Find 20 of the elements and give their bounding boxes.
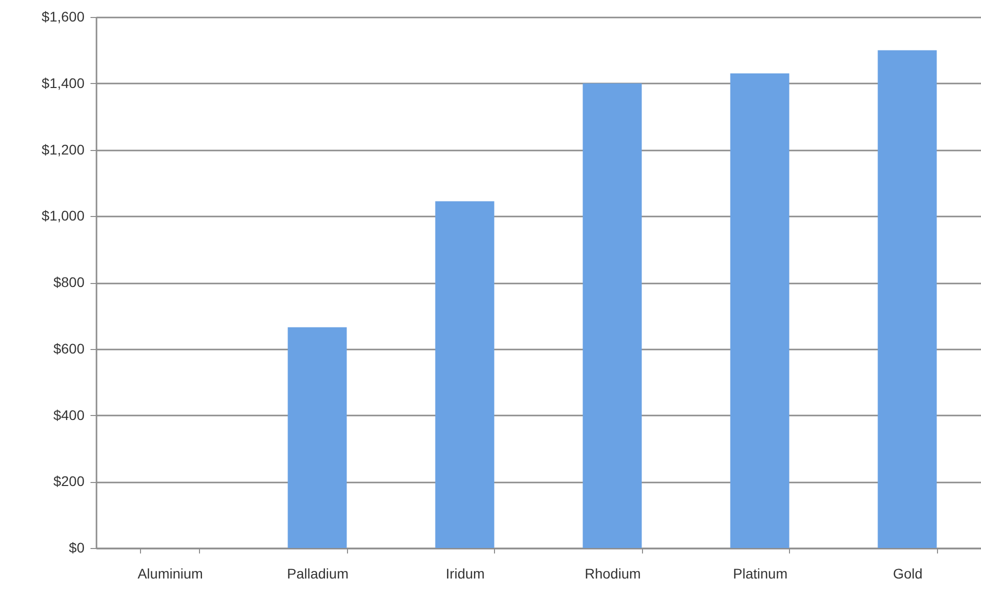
x-tick-label: Iridum bbox=[446, 566, 485, 582]
x-tick-label: Palladium bbox=[287, 566, 348, 582]
bar bbox=[435, 201, 494, 548]
bar bbox=[730, 73, 790, 548]
x-tick-label: Rhodium bbox=[584, 566, 641, 582]
bar bbox=[878, 50, 937, 548]
bar bbox=[288, 327, 347, 548]
y-tick-label: $1,400 bbox=[42, 74, 85, 91]
y-tick-label: $1,000 bbox=[42, 208, 85, 224]
y-tick-label: $400 bbox=[53, 406, 85, 423]
y-tick-label: $1,600 bbox=[42, 8, 85, 24]
x-tick-label: Gold bbox=[892, 566, 923, 582]
y-tick-label: $800 bbox=[53, 274, 85, 290]
y-tick-label: $0 bbox=[68, 540, 85, 556]
y-tick-label: $200 bbox=[53, 473, 85, 490]
bar bbox=[582, 83, 642, 548]
y-tick-label: $600 bbox=[53, 340, 85, 356]
x-tick-label: Platinum bbox=[733, 566, 788, 582]
x-tick-label: Aluminium bbox=[138, 566, 203, 582]
y-tick-label: $1,200 bbox=[42, 141, 85, 158]
